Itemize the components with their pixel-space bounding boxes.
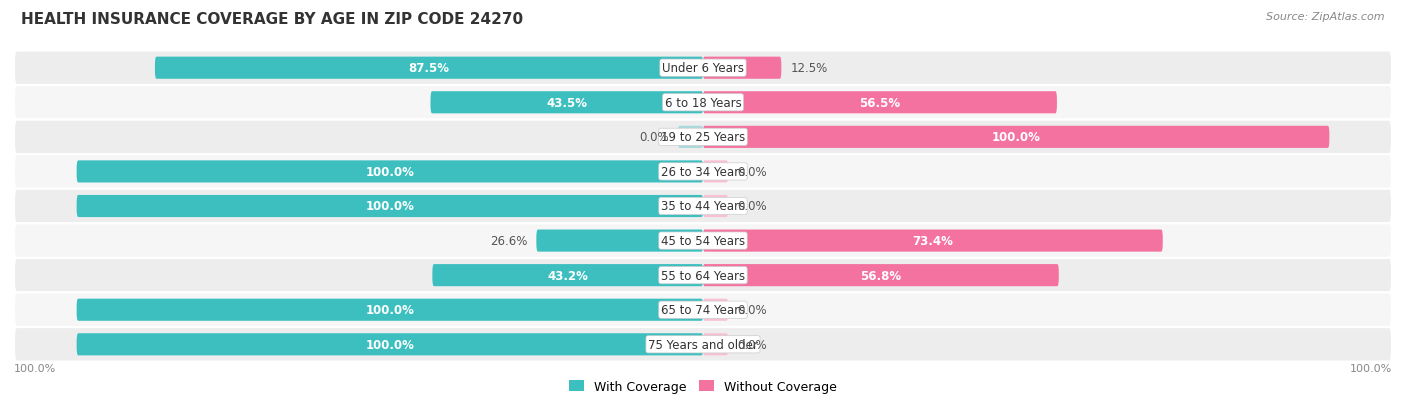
FancyBboxPatch shape <box>155 57 703 80</box>
FancyBboxPatch shape <box>703 333 728 356</box>
FancyBboxPatch shape <box>703 161 728 183</box>
Text: 35 to 44 Years: 35 to 44 Years <box>661 200 745 213</box>
Text: Under 6 Years: Under 6 Years <box>662 62 744 75</box>
Text: 100.0%: 100.0% <box>991 131 1040 144</box>
FancyBboxPatch shape <box>433 264 703 287</box>
Text: 0.0%: 0.0% <box>638 131 669 144</box>
Text: 19 to 25 Years: 19 to 25 Years <box>661 131 745 144</box>
FancyBboxPatch shape <box>14 327 1392 362</box>
FancyBboxPatch shape <box>14 293 1392 327</box>
Text: 56.8%: 56.8% <box>860 269 901 282</box>
Text: 100.0%: 100.0% <box>366 338 415 351</box>
FancyBboxPatch shape <box>703 126 1329 149</box>
FancyBboxPatch shape <box>77 161 703 183</box>
Text: 0.0%: 0.0% <box>738 166 768 178</box>
Text: 43.5%: 43.5% <box>547 97 588 109</box>
FancyBboxPatch shape <box>703 230 1163 252</box>
Text: 55 to 64 Years: 55 to 64 Years <box>661 269 745 282</box>
FancyBboxPatch shape <box>77 195 703 218</box>
Text: 65 to 74 Years: 65 to 74 Years <box>661 304 745 316</box>
FancyBboxPatch shape <box>14 189 1392 224</box>
Legend: With Coverage, Without Coverage: With Coverage, Without Coverage <box>564 375 842 398</box>
Text: 56.5%: 56.5% <box>859 97 900 109</box>
Text: 6 to 18 Years: 6 to 18 Years <box>665 97 741 109</box>
Text: 43.2%: 43.2% <box>547 269 588 282</box>
Text: 100.0%: 100.0% <box>366 304 415 316</box>
Text: 73.4%: 73.4% <box>912 235 953 247</box>
Text: 87.5%: 87.5% <box>409 62 450 75</box>
Text: 26.6%: 26.6% <box>489 235 527 247</box>
Text: HEALTH INSURANCE COVERAGE BY AGE IN ZIP CODE 24270: HEALTH INSURANCE COVERAGE BY AGE IN ZIP … <box>21 12 523 27</box>
Text: 100.0%: 100.0% <box>14 363 56 373</box>
FancyBboxPatch shape <box>14 86 1392 120</box>
FancyBboxPatch shape <box>77 333 703 356</box>
Text: 26 to 34 Years: 26 to 34 Years <box>661 166 745 178</box>
Text: 100.0%: 100.0% <box>366 166 415 178</box>
FancyBboxPatch shape <box>14 258 1392 293</box>
FancyBboxPatch shape <box>703 299 728 321</box>
FancyBboxPatch shape <box>14 224 1392 258</box>
FancyBboxPatch shape <box>14 51 1392 86</box>
Text: 45 to 54 Years: 45 to 54 Years <box>661 235 745 247</box>
FancyBboxPatch shape <box>703 195 728 218</box>
FancyBboxPatch shape <box>703 57 782 80</box>
FancyBboxPatch shape <box>703 92 1057 114</box>
Text: 75 Years and older: 75 Years and older <box>648 338 758 351</box>
FancyBboxPatch shape <box>703 264 1059 287</box>
FancyBboxPatch shape <box>14 155 1392 189</box>
FancyBboxPatch shape <box>14 120 1392 155</box>
Text: 100.0%: 100.0% <box>366 200 415 213</box>
FancyBboxPatch shape <box>678 126 703 149</box>
Text: 0.0%: 0.0% <box>738 338 768 351</box>
Text: 0.0%: 0.0% <box>738 304 768 316</box>
Text: 0.0%: 0.0% <box>738 200 768 213</box>
Text: 12.5%: 12.5% <box>790 62 828 75</box>
FancyBboxPatch shape <box>77 299 703 321</box>
Text: 100.0%: 100.0% <box>1350 363 1392 373</box>
FancyBboxPatch shape <box>430 92 703 114</box>
FancyBboxPatch shape <box>536 230 703 252</box>
Text: Source: ZipAtlas.com: Source: ZipAtlas.com <box>1267 12 1385 22</box>
